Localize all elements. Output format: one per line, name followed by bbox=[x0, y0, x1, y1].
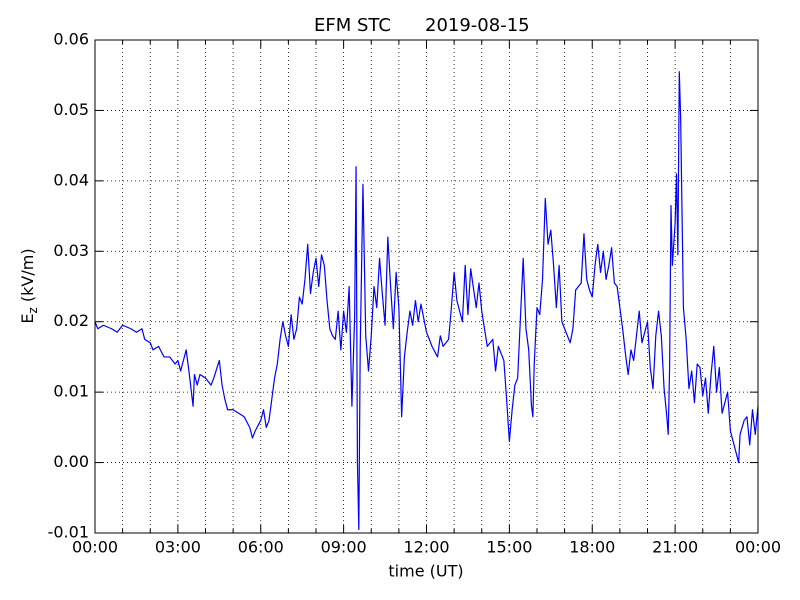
x-tick-label: 00:00 bbox=[72, 538, 118, 557]
x-tick-label: 21:00 bbox=[652, 538, 698, 557]
x-tick-label: 06:00 bbox=[238, 538, 284, 557]
x-tick-label: 15:00 bbox=[486, 538, 532, 557]
y-tick-label: 0.00 bbox=[53, 452, 89, 471]
x-tick-label: 09:00 bbox=[321, 538, 367, 557]
x-tick-label: 12:00 bbox=[403, 538, 449, 557]
y-tick-label: 0.04 bbox=[53, 170, 89, 189]
x-tick-label: 00:00 bbox=[735, 538, 781, 557]
y-label-sub: z bbox=[26, 307, 40, 313]
y-tick-label: 0.02 bbox=[53, 311, 89, 330]
chart-title: EFM STC bbox=[314, 15, 391, 36]
x-tick-label: 18:00 bbox=[569, 538, 615, 557]
y-tick-label: 0.06 bbox=[53, 30, 89, 49]
y-tick-label: 0.01 bbox=[53, 382, 89, 401]
chart-date: 2019-08-15 bbox=[425, 15, 530, 36]
x-axis-label: time (UT) bbox=[388, 562, 463, 581]
y-tick-label: -0.01 bbox=[48, 523, 89, 542]
y-tick-label: 0.05 bbox=[53, 100, 89, 119]
data-line bbox=[94, 71, 759, 531]
y-axis-label: Ez (kV/m) bbox=[18, 248, 40, 323]
x-tick-label: 03:00 bbox=[155, 538, 201, 557]
y-label-base: E bbox=[18, 313, 37, 323]
y-label-unit: (kV/m) bbox=[18, 248, 37, 307]
plot-frame bbox=[94, 39, 759, 534]
y-tick-label: 0.03 bbox=[53, 241, 89, 260]
